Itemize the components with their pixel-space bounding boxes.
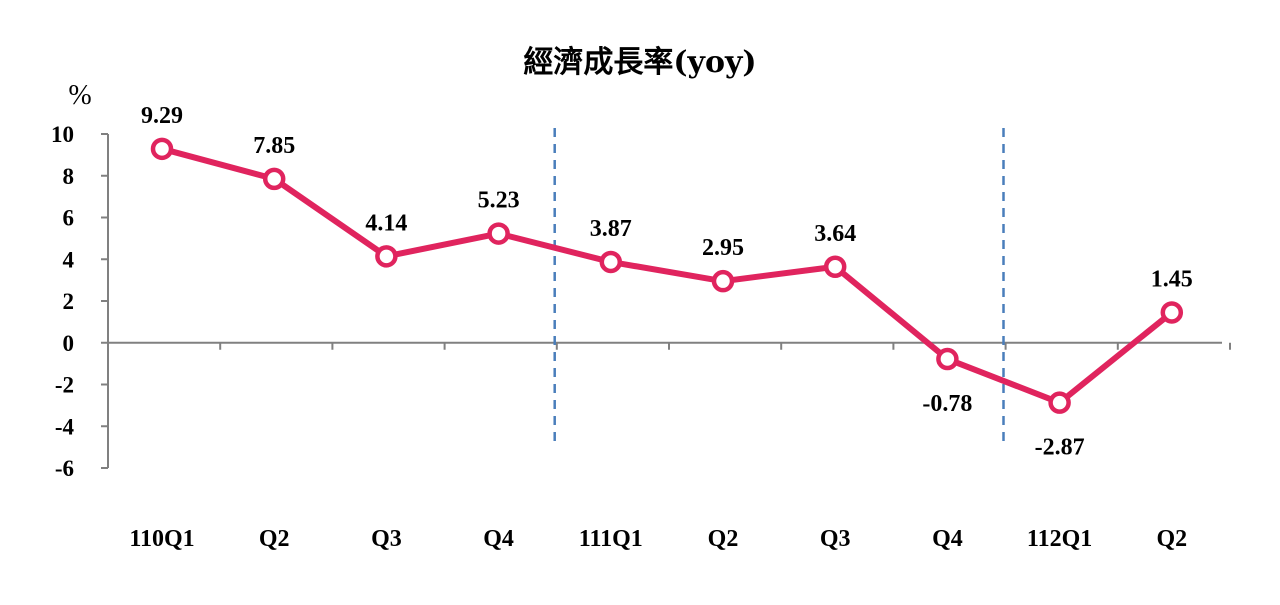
data-point-marker	[375, 245, 398, 268]
x-tick-label: 111Q1	[579, 526, 643, 552]
data-label: 4.14	[365, 210, 407, 236]
x-tick-label: 112Q1	[1027, 526, 1092, 552]
series-line	[161, 145, 1174, 406]
year-dividers	[553, 128, 1005, 448]
data-label: 3.64	[814, 221, 856, 247]
data-label: 7.85	[253, 133, 295, 159]
data-point-marker	[150, 137, 174, 161]
data-point-marker	[599, 250, 623, 274]
data-point-marker	[1160, 301, 1184, 324]
data-label: 3.87	[590, 216, 632, 242]
x-tick-label: Q4	[483, 526, 514, 552]
y-tick-label: 0	[63, 331, 75, 356]
data-point-marker	[262, 167, 286, 191]
y-tick-label: 2	[63, 289, 75, 314]
y-tick-label: -2	[55, 373, 74, 398]
series-line-group	[150, 137, 1184, 414]
y-tick-label: 10	[51, 122, 74, 147]
y-axis: 10 8 6 4 2 0 -2 -4 -6	[51, 122, 109, 481]
x-tick-label: Q3	[371, 526, 402, 552]
x-tick-label: Q2	[259, 526, 290, 552]
data-point-marker	[823, 255, 847, 279]
y-axis-unit: %	[68, 80, 91, 111]
data-label: 2.95	[702, 235, 744, 261]
y-tick-label: 6	[63, 206, 75, 231]
x-axis: 110Q1 Q2 Q3 Q4 111Q1 Q2 Q3 Q4 112Q1 Q2	[107, 341, 1231, 552]
data-point-marker	[1048, 391, 1071, 414]
x-tick-label: Q3	[820, 526, 851, 552]
data-point-marker	[487, 222, 510, 245]
y-tick-label: -6	[55, 456, 74, 481]
data-label: 9.29	[141, 103, 183, 129]
y-tick-label: -4	[55, 414, 75, 439]
data-label: 5.23	[478, 188, 520, 214]
x-tick-label: Q2	[708, 526, 739, 552]
data-label: -0.78	[922, 391, 972, 417]
data-point-marker	[711, 269, 735, 293]
y-tick-label: 4	[63, 247, 75, 272]
data-labels: 9.29 7.85 4.14 5.23 3.87 2.95 3.64 -0.78 -2.87 1.…	[141, 103, 1193, 461]
chart-title: 經濟成長率(yoy)	[523, 45, 756, 80]
x-tick-label: Q2	[1156, 526, 1187, 552]
data-label: -2.87	[1035, 435, 1085, 461]
y-tick-label: 8	[63, 164, 75, 189]
data-point-marker	[936, 347, 959, 371]
data-label: 1.45	[1151, 266, 1193, 292]
x-tick-label: 110Q1	[129, 526, 194, 552]
x-tick-label: Q4	[932, 526, 963, 552]
